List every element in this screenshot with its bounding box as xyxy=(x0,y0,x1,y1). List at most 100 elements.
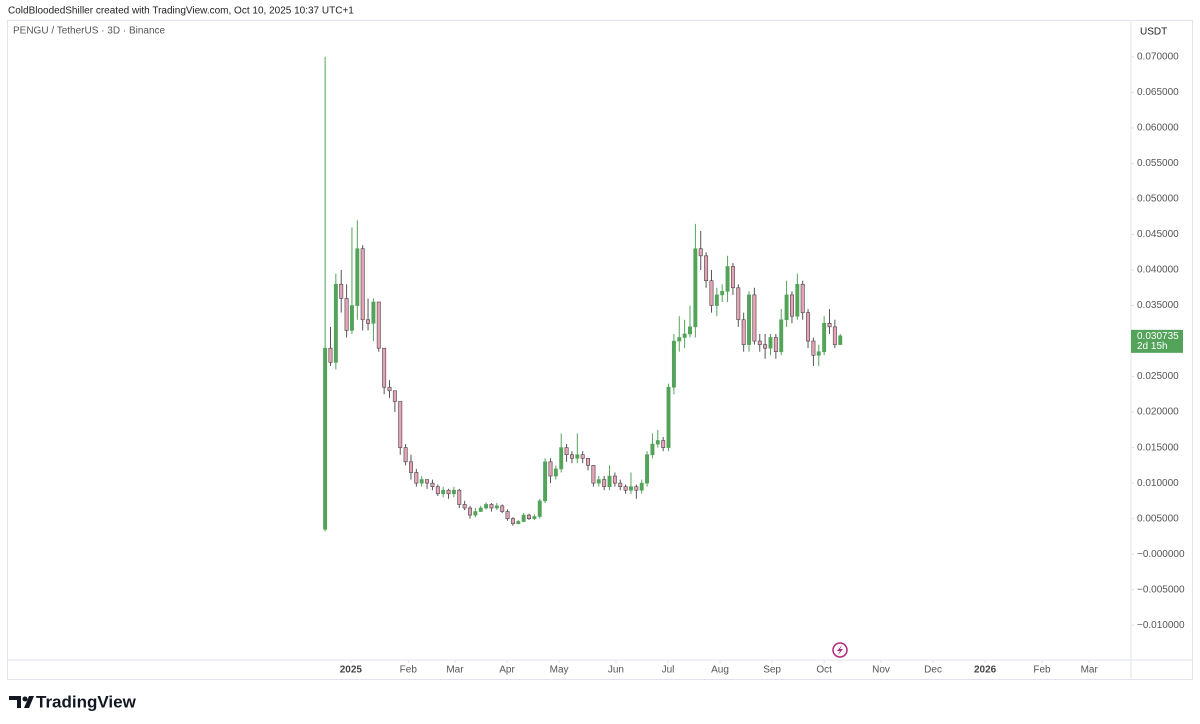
x-tick-label: Aug xyxy=(711,665,729,676)
y-tick-label: 0.040000 xyxy=(1137,265,1179,276)
candle-body xyxy=(629,486,633,491)
candle-body xyxy=(521,514,526,522)
candle-body xyxy=(505,511,510,519)
candle-body xyxy=(827,323,832,328)
candle-body xyxy=(612,475,617,484)
logo-text: TradingView xyxy=(36,692,137,711)
candle-body xyxy=(838,335,843,345)
candle-body xyxy=(500,505,505,512)
x-tick-label: Oct xyxy=(816,665,832,676)
candle-body xyxy=(650,443,655,456)
y-tick-label: 0.050000 xyxy=(1137,194,1179,205)
flash-icon xyxy=(832,642,848,658)
candle-body xyxy=(763,344,768,349)
candle-body xyxy=(425,479,430,484)
candle-body xyxy=(489,504,494,509)
candle-body xyxy=(768,337,773,349)
x-tick-label: Feb xyxy=(400,665,418,676)
candle-body xyxy=(527,514,531,519)
last-price-box xyxy=(1131,329,1183,353)
candle-body xyxy=(349,305,354,331)
candle-body xyxy=(537,500,542,517)
candle-body xyxy=(419,479,424,484)
candle-body xyxy=(607,475,612,487)
candle-body xyxy=(333,283,338,363)
x-tick-label: Dec xyxy=(924,665,942,676)
candle-body xyxy=(655,440,660,445)
candle-body xyxy=(693,248,698,328)
candle-body xyxy=(779,319,784,353)
candle-body xyxy=(344,298,349,331)
candle-body xyxy=(532,516,537,519)
candle-body xyxy=(747,294,751,345)
candle-body xyxy=(602,479,607,487)
y-tick-label: 0.055000 xyxy=(1137,158,1179,169)
candle-body xyxy=(618,482,623,487)
candle-body xyxy=(553,468,558,477)
candle-body xyxy=(800,283,805,313)
candle-body xyxy=(323,347,328,530)
candle-body xyxy=(586,457,591,466)
candle-body xyxy=(451,489,456,495)
y-tick-label: 0.015000 xyxy=(1137,442,1179,453)
candle-body xyxy=(457,489,462,505)
candle-body xyxy=(704,255,709,281)
candles xyxy=(323,56,843,532)
x-tick-label: May xyxy=(550,665,569,676)
candle-body xyxy=(784,294,789,321)
candle-body xyxy=(720,291,725,296)
x-tick-label: Jul xyxy=(662,665,675,676)
candle-body xyxy=(730,266,735,289)
y-tick-label: 0.070000 xyxy=(1137,52,1179,63)
y-tick-label: 0.010000 xyxy=(1137,478,1179,489)
candle-body xyxy=(376,301,381,349)
candle-body xyxy=(709,280,714,306)
candle-body xyxy=(806,312,811,342)
logo: TradingView xyxy=(9,692,137,711)
candle-body xyxy=(398,401,403,448)
countdown: 2d 15h xyxy=(1137,341,1168,352)
candle-body xyxy=(725,266,730,292)
chart-frame xyxy=(7,20,1193,680)
candle-body xyxy=(714,294,719,306)
y-tick-label: −0.010000 xyxy=(1137,620,1185,631)
candle-body xyxy=(559,447,564,470)
candle-body xyxy=(795,283,800,317)
x-tick-label: Jun xyxy=(608,665,624,676)
y-tick-label: 0.065000 xyxy=(1137,87,1179,98)
candle-body xyxy=(446,489,451,495)
candle-body xyxy=(580,454,585,459)
last-price-label: 0.030735 xyxy=(1137,331,1179,342)
x-tick-label: Mar xyxy=(1081,665,1099,676)
x-tick-label: Mar xyxy=(446,665,464,676)
candle-body xyxy=(682,333,687,338)
y-tick-label: −0.005000 xyxy=(1137,584,1185,595)
candle-body xyxy=(811,340,816,356)
candle-body xyxy=(328,347,333,363)
y-tick-label: 0.045000 xyxy=(1137,229,1179,240)
y-tick-label: 0.020000 xyxy=(1137,407,1179,418)
candle-body xyxy=(441,489,446,495)
candle-body xyxy=(569,454,574,459)
y-tick-label: 0.025000 xyxy=(1137,371,1179,382)
y-tick-label: −0.000000 xyxy=(1137,549,1185,560)
x-tick-label: 2025 xyxy=(340,665,363,676)
candle-body xyxy=(462,504,467,509)
candle-body xyxy=(360,248,365,321)
currency-label: USDT xyxy=(1140,27,1167,38)
candle-body xyxy=(688,326,692,335)
x-tick-label: Sep xyxy=(763,665,781,676)
candle-body xyxy=(478,507,483,512)
candle-body xyxy=(435,486,440,495)
x-tick-label: Feb xyxy=(1033,665,1051,676)
candle-body xyxy=(484,504,489,509)
candle-body xyxy=(671,340,676,388)
candle-body xyxy=(816,351,821,356)
x-tick-label: Apr xyxy=(499,665,515,676)
candle-body xyxy=(403,447,408,463)
candle-body xyxy=(516,521,521,524)
candle-body xyxy=(773,337,778,353)
candle-body xyxy=(575,454,580,459)
candle-body xyxy=(548,461,553,477)
